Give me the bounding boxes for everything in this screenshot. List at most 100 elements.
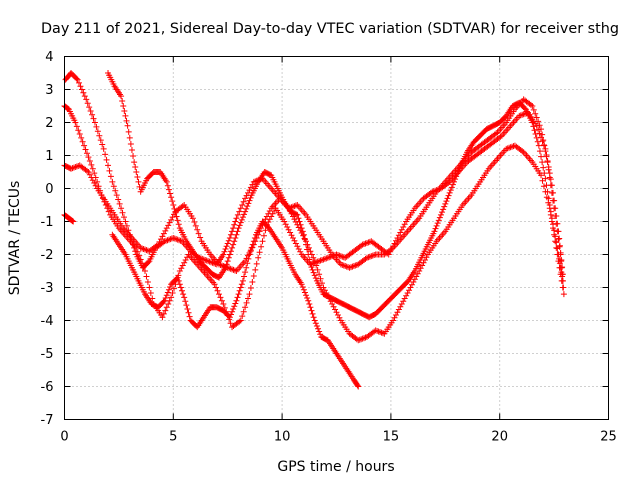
data-point [359, 335, 366, 342]
x-tick-label: 0 [60, 430, 68, 445]
data-point [534, 138, 541, 145]
data-point [220, 301, 227, 307]
data-point [294, 243, 301, 250]
data-point [348, 264, 355, 271]
data-point [102, 151, 109, 158]
data-point [372, 327, 379, 334]
x-tick-label: 20 [491, 430, 508, 445]
data-point [361, 335, 368, 342]
data-point [454, 170, 461, 177]
data-point [359, 241, 366, 248]
data-point [293, 211, 300, 218]
data-point [456, 165, 463, 172]
data-point [123, 117, 130, 124]
data-point [217, 261, 224, 268]
data-point [395, 232, 402, 239]
data-point [295, 215, 302, 222]
data-point [175, 221, 182, 228]
data-point [218, 297, 225, 304]
data-point [333, 251, 340, 258]
data-point [70, 164, 77, 171]
data-point [281, 218, 288, 225]
data-point [195, 230, 202, 237]
data-point [366, 253, 373, 260]
series-track-4 [61, 70, 566, 321]
data-point [446, 189, 453, 196]
data-point [259, 238, 266, 245]
data-point [291, 216, 298, 223]
data-point [226, 251, 233, 258]
data-point [368, 253, 375, 260]
data-point [96, 132, 103, 139]
data-point [521, 105, 528, 112]
data-point [545, 164, 552, 171]
data-point [321, 255, 328, 262]
data-point [93, 123, 100, 130]
data-point [140, 246, 147, 252]
data-point [244, 260, 251, 267]
data-point [223, 261, 230, 268]
y-tick-label: -6 [41, 380, 54, 395]
data-point [301, 289, 308, 296]
data-point [218, 262, 225, 269]
data-point [180, 291, 187, 298]
data-point [429, 188, 436, 195]
data-point [394, 235, 401, 241]
data-point [225, 254, 232, 261]
data-point [544, 188, 551, 195]
data-point [449, 181, 456, 188]
data-point [229, 266, 236, 273]
data-point [179, 262, 186, 269]
data-point [200, 256, 207, 263]
data-point [306, 256, 313, 263]
data-point [517, 112, 524, 119]
data-point [318, 257, 325, 263]
data-point [139, 245, 146, 252]
data-point [249, 181, 256, 188]
data-point [378, 329, 385, 336]
data-point [174, 274, 181, 281]
data-point [100, 145, 107, 152]
data-point [69, 217, 76, 224]
data-point [398, 301, 405, 307]
data-point [118, 205, 125, 212]
data-point [69, 165, 76, 172]
data-point [455, 167, 462, 174]
data-point [329, 253, 336, 260]
data-point [94, 178, 101, 185]
data-point [358, 336, 365, 343]
data-point [170, 202, 177, 208]
data-point [242, 195, 249, 202]
data-point [159, 233, 166, 240]
data-point [184, 305, 191, 312]
y-tick-label: 4 [45, 50, 53, 65]
data-point [355, 337, 362, 344]
data-point [411, 276, 418, 283]
data-point [177, 284, 184, 291]
data-point [374, 327, 381, 334]
data-point [231, 221, 238, 228]
data-point [163, 178, 170, 185]
data-point [169, 290, 176, 296]
data-point [540, 164, 547, 171]
data-point [423, 254, 430, 261]
data-point [539, 159, 546, 166]
data-point [130, 153, 137, 160]
data-point [533, 114, 540, 121]
data-point [171, 285, 178, 292]
data-point [164, 289, 171, 296]
data-point [388, 246, 395, 252]
data-point [408, 281, 415, 288]
data-point [539, 138, 546, 145]
data-point [136, 252, 143, 259]
data-point [164, 237, 171, 244]
data-point [250, 272, 257, 279]
data-point [391, 314, 398, 321]
data-point [553, 239, 560, 246]
data-point [535, 142, 542, 149]
data-point [527, 101, 534, 108]
data-point [316, 328, 323, 335]
x-tick-label: 10 [274, 430, 291, 445]
data-point [237, 317, 244, 324]
data-point [86, 104, 93, 111]
